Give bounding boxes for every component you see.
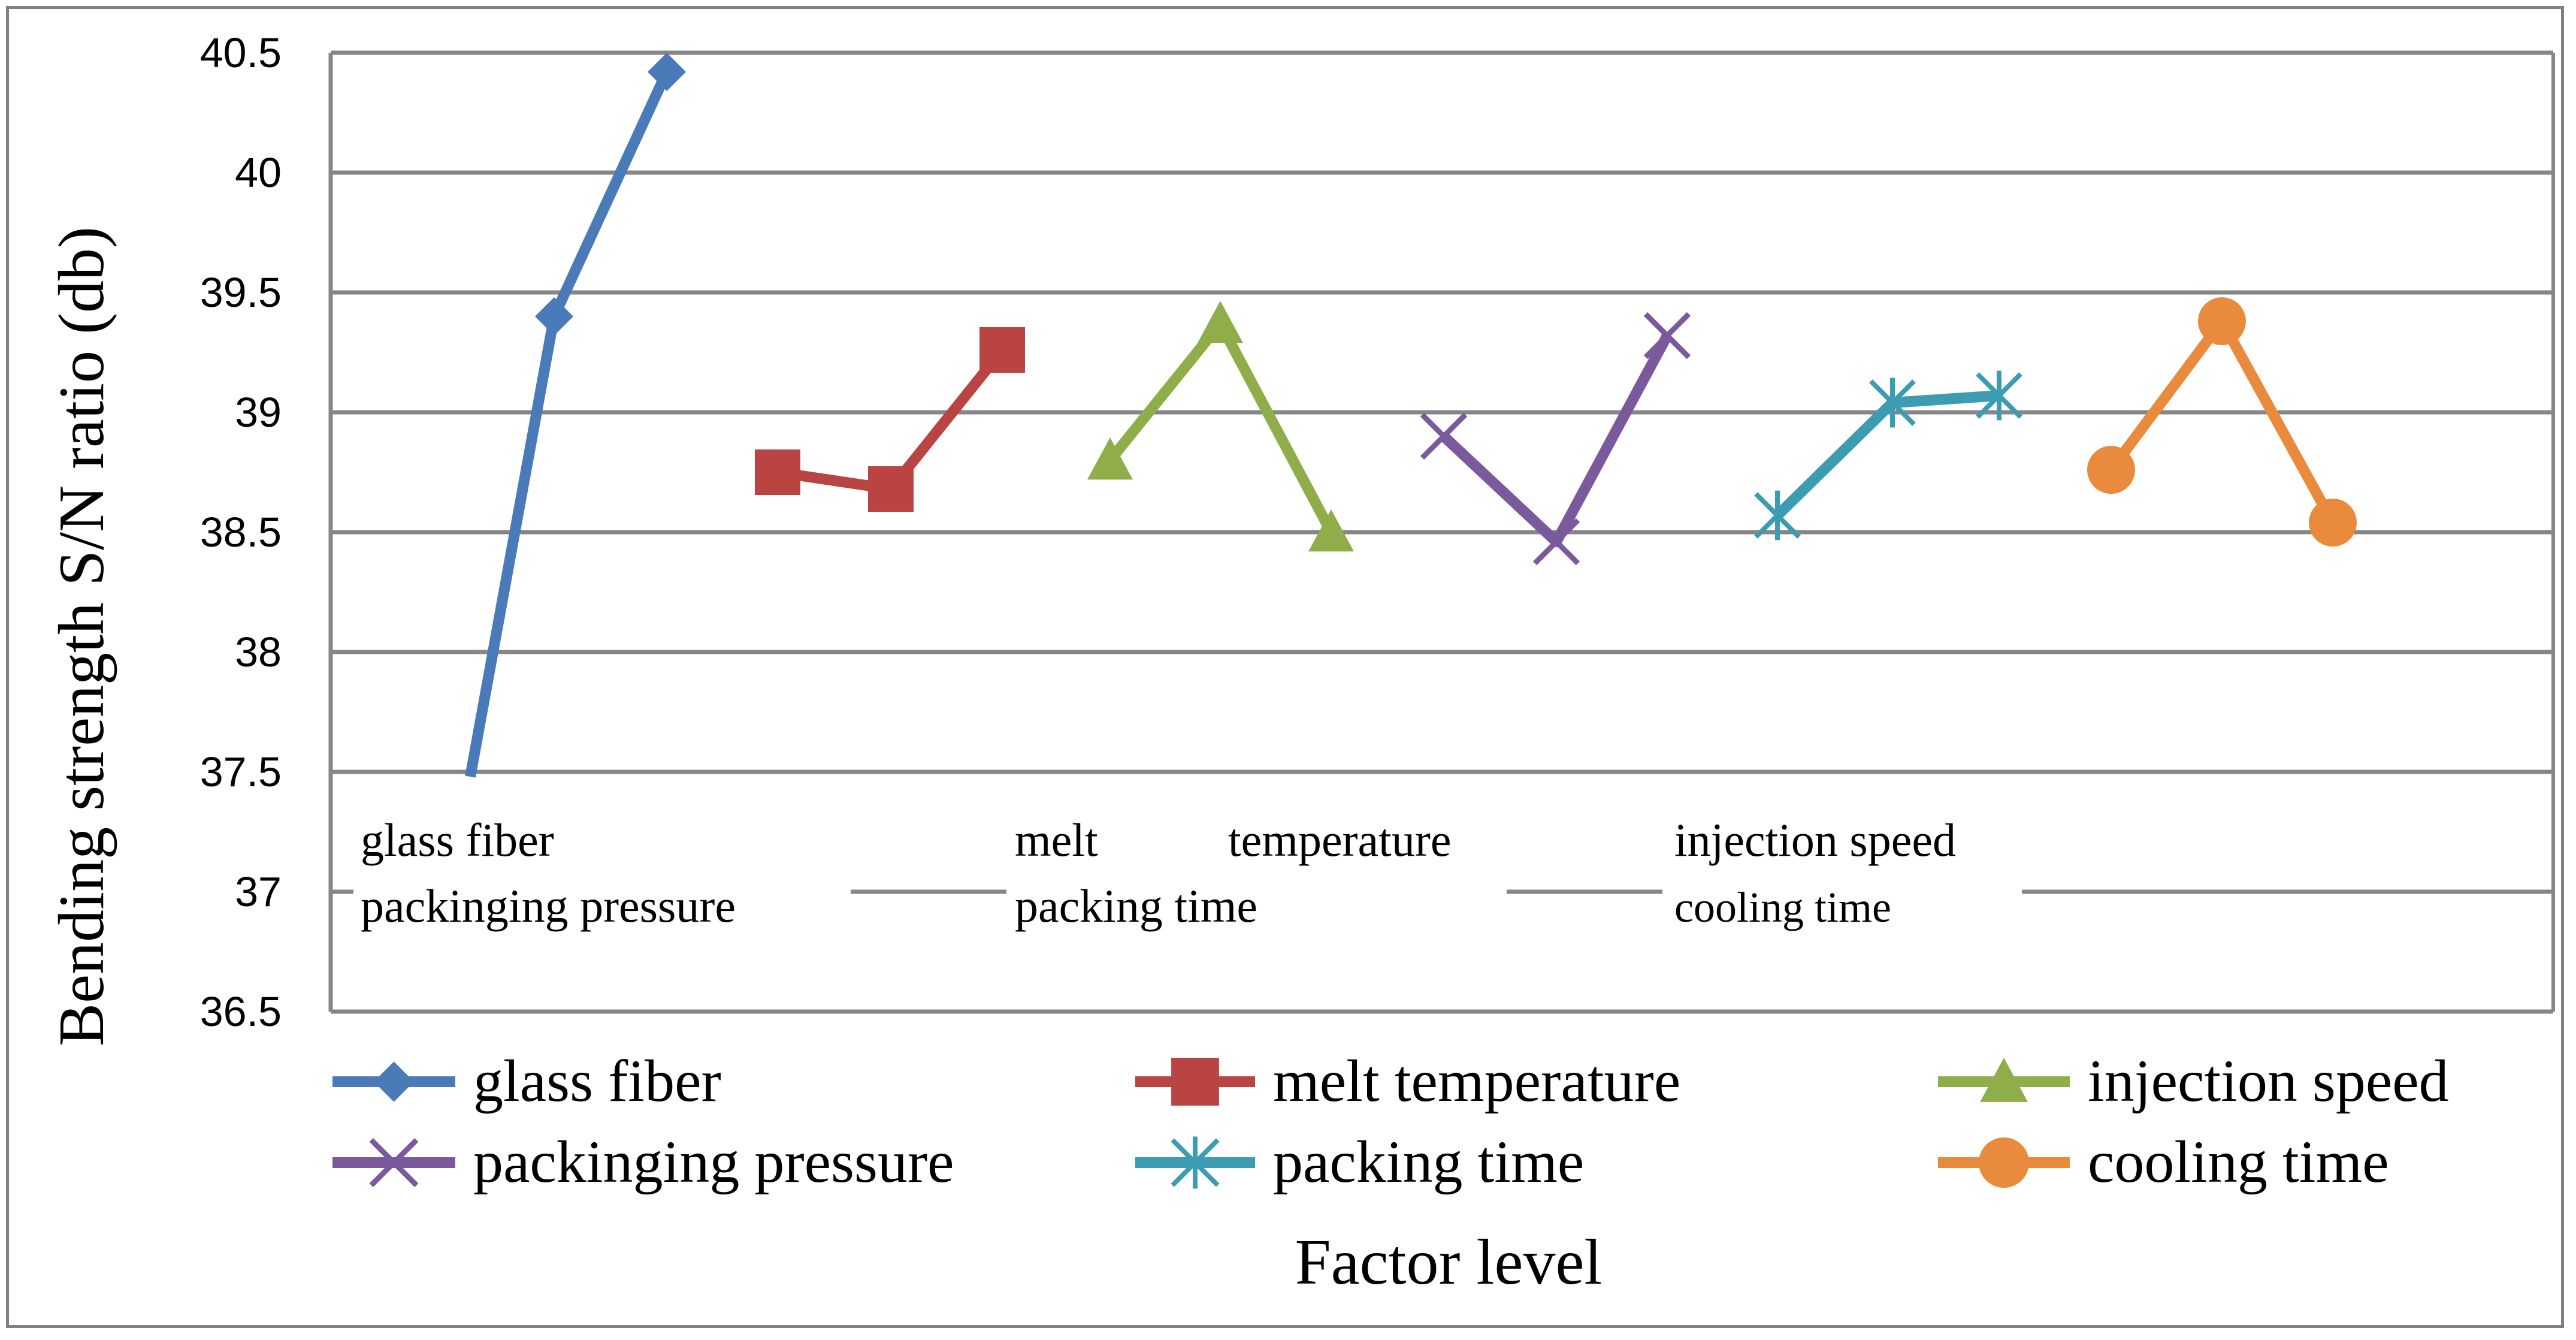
data-point-packing-time bbox=[1976, 370, 2022, 421]
y-tick-labels: 40.5 40 39.5 39 38.5 38 37.5 37 36.5 bbox=[200, 29, 282, 1035]
data-point-packing-time bbox=[1869, 378, 1916, 428]
legend-marker-packinging-pressure bbox=[369, 1138, 419, 1187]
y-tick-label: 37.5 bbox=[200, 749, 282, 795]
y-tick-label: 36.5 bbox=[200, 988, 282, 1035]
data-point-melt-temperature bbox=[979, 327, 1025, 373]
y-tick-label: 37 bbox=[235, 868, 282, 915]
data-point-packinging-pressure bbox=[1532, 518, 1580, 566]
category-label: melt bbox=[1015, 814, 1098, 866]
data-point-cooling-time bbox=[2309, 499, 2357, 547]
category-label: injection speed bbox=[1674, 814, 1956, 866]
category-label: packing time bbox=[1015, 880, 1257, 932]
legend-label-packinging-pressure: packinging pressure bbox=[473, 1128, 954, 1195]
data-point-packing-time bbox=[1754, 490, 1801, 541]
category-label: cooling time bbox=[1674, 883, 1891, 931]
series-layer bbox=[465, 53, 2357, 778]
series-line-injection-speed bbox=[1105, 318, 1336, 535]
legend-marker-injection-speed bbox=[1980, 1058, 2028, 1102]
legend-marker-cooling-time bbox=[1979, 1137, 2029, 1188]
data-point-injection-speed bbox=[1308, 509, 1354, 552]
category-label-bg bbox=[1662, 809, 2022, 941]
x-axis-title: Factor level bbox=[1295, 1227, 1603, 1298]
data-point-injection-speed bbox=[1087, 437, 1133, 480]
y-tick-label: 39.5 bbox=[200, 269, 282, 316]
legend-bg bbox=[335, 1019, 2552, 1055]
data-point-melt-temperature bbox=[755, 449, 800, 495]
category-labels: glass fiber packinging pressure melt tem… bbox=[361, 814, 1956, 932]
category-label-bg bbox=[353, 809, 851, 941]
series-line-cooling-time bbox=[2106, 316, 2338, 526]
chart-frame bbox=[6, 6, 2564, 1328]
series-line-packinging-pressure bbox=[1440, 333, 1672, 547]
data-point-glass-fiber bbox=[535, 297, 573, 336]
data-point-injection-speed bbox=[1198, 301, 1243, 343]
category-label: packinging pressure bbox=[361, 880, 736, 932]
data-point-melt-temperature bbox=[868, 466, 914, 512]
y-axis-title: Bending strength S/N ratio (db) bbox=[46, 227, 117, 1046]
legend-label-injection-speed: injection speed bbox=[2088, 1048, 2449, 1114]
category-label: glass fiber bbox=[361, 814, 554, 866]
data-point-packinging-pressure bbox=[1420, 412, 1468, 460]
y-tick-label: 38.5 bbox=[200, 509, 282, 556]
y-tick-label: 40 bbox=[235, 149, 282, 196]
data-point-cooling-time bbox=[2198, 297, 2246, 345]
legend-label-packing-time: packing time bbox=[1273, 1128, 1584, 1195]
legend-marker-glass-fiber bbox=[373, 1061, 415, 1102]
legend-marker-melt-temperature bbox=[1171, 1058, 1219, 1106]
legend: glass fiber melt temperature injection spe… bbox=[332, 1048, 2449, 1195]
category-label: temperature bbox=[1228, 814, 1451, 866]
legend-label-glass-fiber: glass fiber bbox=[473, 1048, 721, 1114]
legend-label-cooling-time: cooling time bbox=[2088, 1128, 2389, 1195]
series-line-glass-fiber bbox=[465, 70, 672, 778]
data-point-glass-fiber bbox=[648, 53, 686, 91]
legend-label-melt-temperature: melt temperature bbox=[1273, 1048, 1680, 1114]
data-point-cooling-time bbox=[2087, 446, 2135, 494]
y-tick-label: 39 bbox=[235, 389, 282, 436]
y-tick-label: 38 bbox=[235, 629, 282, 675]
y-tick-label: 40.5 bbox=[200, 29, 282, 76]
category-label-bg bbox=[1006, 809, 1507, 941]
grid-layer bbox=[328, 50, 2555, 1055]
legend-marker-packing-time bbox=[1171, 1136, 1220, 1189]
data-point-packinging-pressure bbox=[1643, 312, 1691, 360]
